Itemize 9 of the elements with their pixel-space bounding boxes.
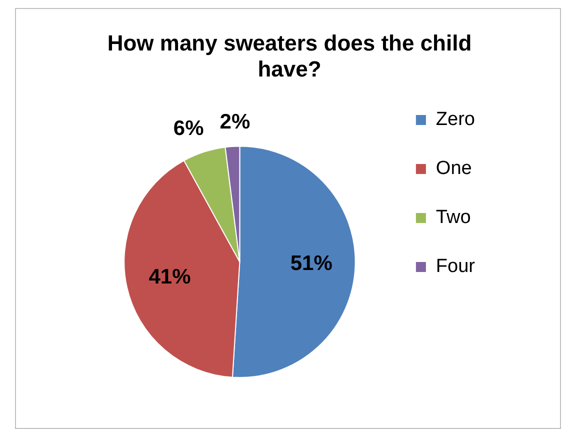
data-label: 2%: [220, 110, 250, 134]
data-label: 51%: [290, 252, 333, 275]
chart-title: How many sweaters does the child have?: [107, 30, 472, 82]
data-label: 6%: [173, 116, 204, 140]
legend-label: One: [436, 158, 472, 180]
data-label: 41%: [148, 265, 192, 288]
legend-label: Zero: [436, 109, 476, 130]
legend-label: Two: [436, 207, 471, 228]
legend-label: Four: [436, 256, 476, 278]
